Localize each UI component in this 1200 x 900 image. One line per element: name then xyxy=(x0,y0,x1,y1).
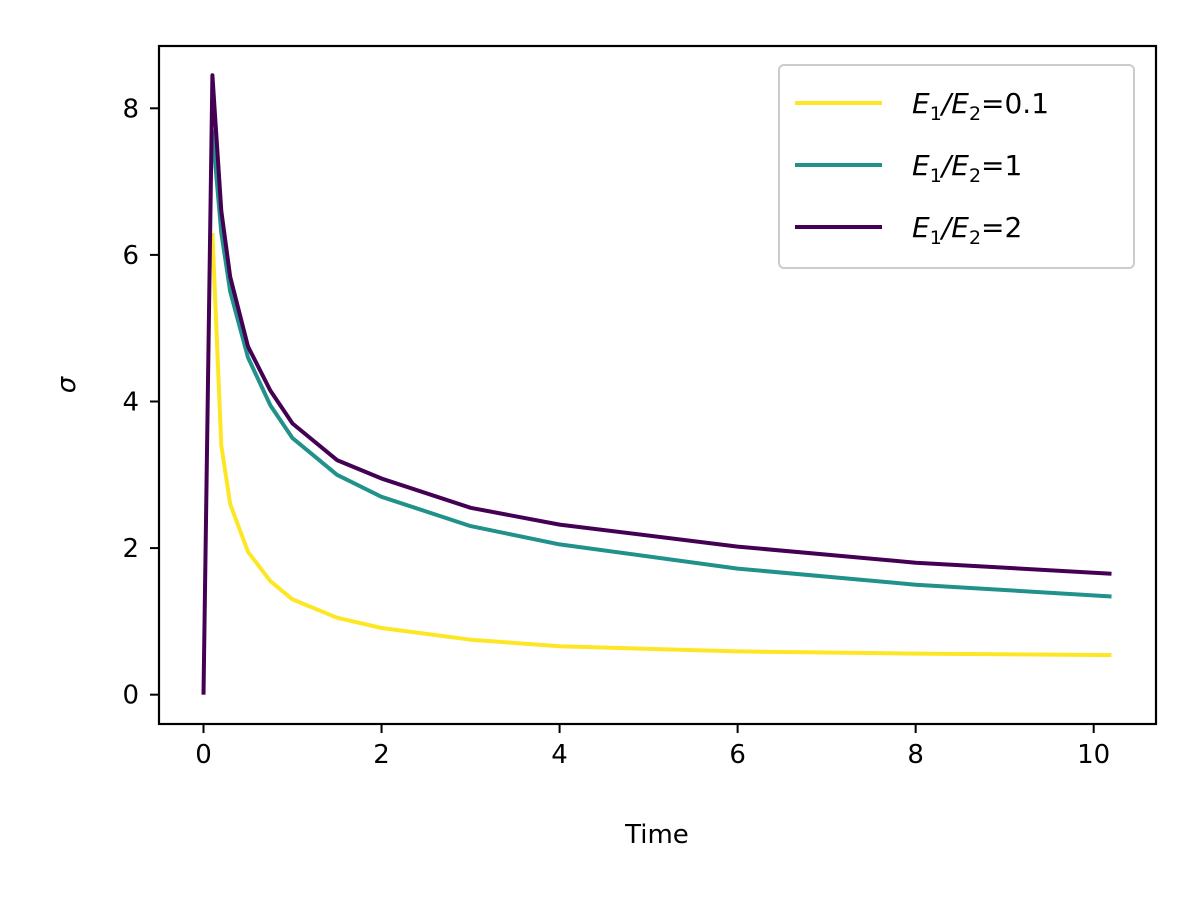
x-tick-label: 10 xyxy=(1077,740,1110,770)
x-axis-ticks: 0 2 4 6 8 10 xyxy=(195,724,1110,770)
series-line-1 xyxy=(210,130,1112,599)
legend-label-1: E1/E2=1 xyxy=(912,149,1022,187)
x-tick-label: 4 xyxy=(551,740,568,770)
y-axis-ticks: 0 2 4 6 8 xyxy=(122,94,159,711)
x-tick-label: 0 xyxy=(195,740,212,770)
series-line-2 xyxy=(201,73,1112,695)
legend-label-0: E1/E2=0.1 xyxy=(912,87,1049,125)
x-tick-label: 2 xyxy=(373,740,390,770)
y-tick-label: 2 xyxy=(122,534,139,564)
series-line-0 xyxy=(210,232,1112,658)
y-tick-label: 6 xyxy=(122,241,139,271)
x-tick-label: 6 xyxy=(729,740,746,770)
plot-area xyxy=(157,44,1158,726)
y-axis-label: σ xyxy=(52,375,82,393)
plot-frame xyxy=(157,44,1158,726)
legend-label-2: E1/E2=2 xyxy=(912,211,1022,249)
legend-box xyxy=(778,64,1135,269)
y-tick-label: 8 xyxy=(122,94,139,124)
y-tick-label: 0 xyxy=(122,681,139,711)
series-lines xyxy=(201,73,1112,695)
x-tick-label: 8 xyxy=(907,740,924,770)
y-tick-label: 4 xyxy=(122,387,139,417)
x-axis-label: Time xyxy=(624,820,689,850)
legend-items: E1/E2=0.1 E1/E2=1 E1/E2=2 xyxy=(795,87,1049,249)
legend: E1/E2=0.1 E1/E2=1 E1/E2=2 xyxy=(778,64,1135,269)
